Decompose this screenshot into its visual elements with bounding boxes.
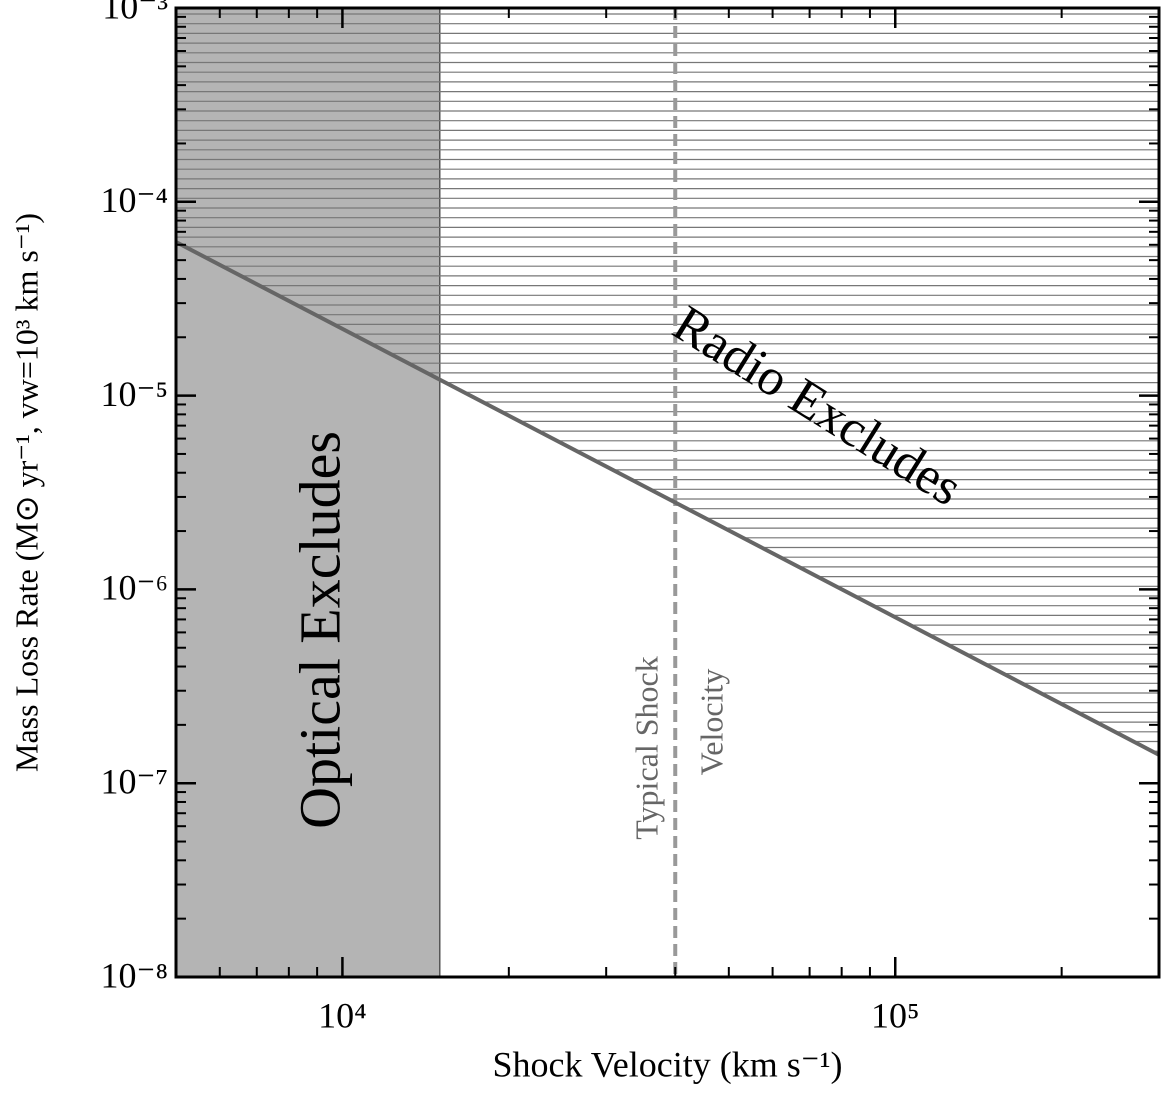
limit-line: [175, 240, 1160, 757]
y-tick-label: 10⁻⁵: [100, 374, 168, 414]
y-tick-label: 10⁻⁴: [100, 180, 168, 220]
typical-velocity-label: Typical Shock: [628, 656, 664, 840]
radio-label: Radio Excludes: [663, 295, 971, 517]
y-axis-label: Mass Loss Rate (M⊙ yr⁻¹, vw=10³ km s⁻¹): [8, 213, 44, 772]
typical-velocity-label: Velocity: [693, 669, 729, 776]
y-tick-label: 10⁻³: [102, 0, 168, 26]
x-axis-label: Shock Velocity (km s⁻¹): [492, 1044, 842, 1084]
optical-label: Optical Excludes: [287, 431, 352, 829]
x-tick-label: 10⁴: [318, 995, 367, 1035]
y-tick-label: 10⁻⁶: [100, 568, 168, 608]
y-tick-label: 10⁻⁸: [100, 955, 168, 995]
y-tick-label: 10⁻⁷: [100, 761, 168, 801]
plot-frame: [174, 6, 1161, 979]
x-tick-label: 10⁵: [871, 995, 920, 1035]
